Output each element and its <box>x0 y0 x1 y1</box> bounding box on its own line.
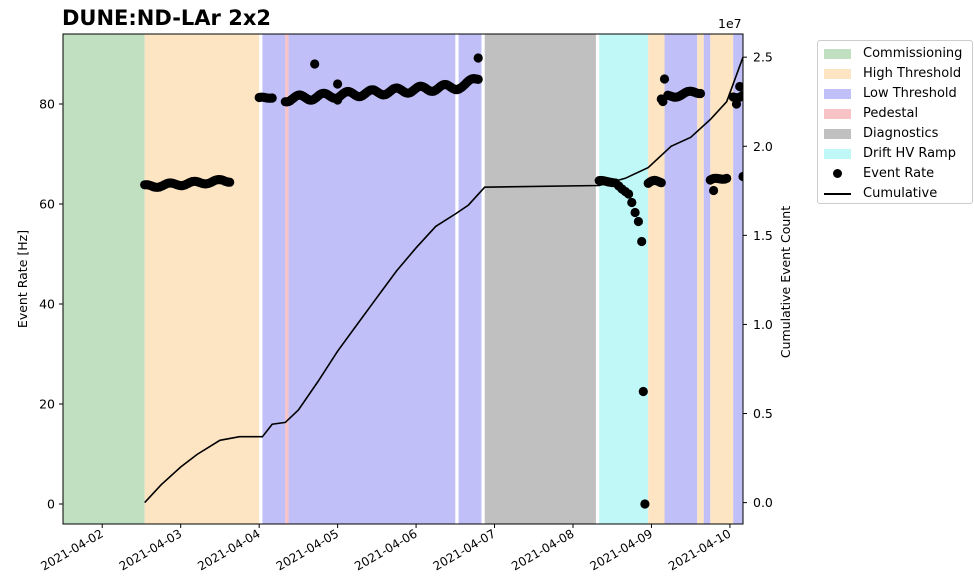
state-band <box>697 34 704 524</box>
state-band <box>288 34 456 524</box>
x-tick-label: 2021-04-10 <box>666 526 733 573</box>
legend-label: Pedestal <box>863 106 919 121</box>
y2-tick-label: 0.0 <box>753 495 773 510</box>
state-regions <box>63 34 743 524</box>
state-band <box>285 34 289 524</box>
y2-tick-label: 2.5 <box>753 50 773 65</box>
y-tick-label: 20 <box>39 397 55 412</box>
event-rate-points <box>140 53 743 509</box>
legend-swatch <box>824 49 851 59</box>
event-rate-point <box>473 53 483 63</box>
legend-label: High Threshold <box>863 66 962 81</box>
legend-label: Event Rate <box>863 166 935 181</box>
y-tick-label: 80 <box>39 97 55 112</box>
y2-tick-label: 0.5 <box>753 406 773 421</box>
event-rate-point <box>624 189 634 199</box>
state-band <box>648 34 665 524</box>
x-tick-label: 2021-04-04 <box>195 526 262 573</box>
x-tick-label: 2021-04-09 <box>588 526 655 573</box>
event-rate-point <box>640 499 650 509</box>
state-band <box>63 34 145 524</box>
y2-tick-label: 1.0 <box>753 317 773 332</box>
state-band <box>262 34 286 524</box>
event-rate-point <box>225 177 235 187</box>
state-band <box>599 34 649 524</box>
legend: Commissioning High Threshold Low Thresho… <box>817 40 973 204</box>
x-tick-label: 2021-04-06 <box>352 526 419 573</box>
event-rate-point <box>656 178 666 188</box>
event-rate-point <box>637 236 647 247</box>
legend-marker-line <box>824 193 851 195</box>
legend-label: Diagnostics <box>863 126 939 141</box>
state-band <box>710 34 734 524</box>
event-rate-point <box>658 96 668 107</box>
legend-label: Commissioning <box>863 46 963 61</box>
x-tick-label: 2021-04-05 <box>274 526 341 573</box>
state-band <box>144 34 260 524</box>
event-rate-point <box>731 99 742 109</box>
y2-tick-label: 2.0 <box>753 139 773 154</box>
x-tick-label: 2021-04-07 <box>431 526 498 573</box>
state-band <box>664 34 698 524</box>
legend-marker-dot <box>833 169 842 178</box>
cumulative-line <box>144 56 743 504</box>
state-band <box>733 34 743 524</box>
event-rate-point <box>638 386 648 397</box>
state-band <box>703 34 711 524</box>
legend-swatch <box>824 149 851 159</box>
event-rate-point <box>473 74 483 84</box>
legend-swatch <box>824 89 851 99</box>
right-axis-exponent: 1e7 <box>718 16 742 31</box>
legend-swatch <box>824 109 851 119</box>
y-tick-label: 40 <box>39 297 55 312</box>
event-rate-point <box>333 95 343 105</box>
event-rate-point <box>310 59 320 69</box>
legend-swatch <box>824 129 851 139</box>
event-rate-point <box>633 216 644 227</box>
x-tick-label: 2021-04-02 <box>38 526 105 573</box>
legend-label: Low Threshold <box>863 86 957 101</box>
y-tick-label: 0 <box>47 497 55 512</box>
y-tick-label: 60 <box>39 197 55 212</box>
event-rate-point <box>738 90 743 100</box>
event-rate-point <box>267 93 277 103</box>
chart-title: DUNE:ND-LAr 2x2 <box>62 6 271 30</box>
event-rate-point <box>709 185 719 196</box>
event-rate-point <box>695 88 706 99</box>
event-rate-point <box>738 171 743 182</box>
y2-tick-label: 1.5 <box>753 228 773 243</box>
event-rate-point <box>735 81 743 92</box>
x-tick-label: 2021-04-03 <box>117 526 184 573</box>
state-band <box>484 34 596 524</box>
event-rate-point <box>627 197 637 208</box>
event-rate-point <box>659 74 670 84</box>
y-axis-label: Event Rate [Hz] <box>15 230 30 328</box>
plot-frame <box>62 33 744 525</box>
state-band <box>458 34 482 524</box>
event-rate-point <box>722 173 732 183</box>
y2-axis-label: Cumulative Event Count <box>778 206 793 358</box>
event-rate-point <box>333 79 343 89</box>
legend-swatch <box>824 69 851 79</box>
event-rate-point <box>630 207 640 218</box>
x-tick-label: 2021-04-08 <box>509 526 576 573</box>
legend-label: Cumulative <box>863 186 938 201</box>
legend-label: Drift HV Ramp <box>863 146 956 161</box>
